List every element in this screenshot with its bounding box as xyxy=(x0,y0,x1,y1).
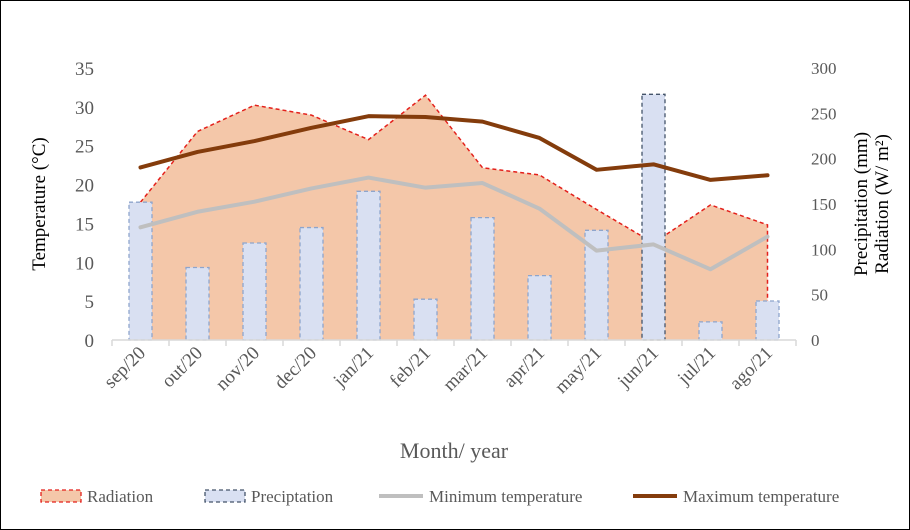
y-axis-right-title-line1: Precipitation (mm) xyxy=(851,132,872,276)
x-tick-label: nov/20 xyxy=(212,343,264,395)
x-tick-label: may/21 xyxy=(551,343,606,398)
x-tick-label: apr/21 xyxy=(500,343,549,392)
legend-label-radiation: Radiation xyxy=(87,487,154,506)
y-right-tick-label: 250 xyxy=(811,104,837,123)
legend-swatch-radiation xyxy=(40,489,82,503)
x-tick-label: dec/20 xyxy=(270,343,321,394)
min-temperature-line xyxy=(138,175,770,272)
x-tick-label: feb/21 xyxy=(386,343,435,392)
x-tick-label: mar/21 xyxy=(439,343,492,396)
legend-label-max-temperature: Maximum temperature xyxy=(683,487,839,506)
radiation-area xyxy=(140,95,768,340)
x-tick-label: jun/21 xyxy=(613,343,663,393)
precipitation-bar-ago/21 xyxy=(755,300,780,341)
x-tick-label: out/20 xyxy=(158,343,207,392)
legend-label-precipitation: Preciptation xyxy=(251,487,334,506)
y-right-tick-label: 100 xyxy=(811,240,837,259)
y-left-tick-label: 0 xyxy=(85,331,95,352)
legend-swatch-precipitation xyxy=(204,489,246,503)
y-left-tick-label: 10 xyxy=(75,253,94,274)
precipitation-bar-mar/21 xyxy=(470,216,495,341)
precipitation-bar-jun/21 xyxy=(641,93,666,341)
precipitation-bar-jan/21 xyxy=(356,190,381,341)
y-axis-right-title-line2: Radiation (W/ m²) xyxy=(872,134,893,274)
legend-label-min-temperature: Minimum temperature xyxy=(429,487,582,506)
x-tick-label: jan/21 xyxy=(329,343,378,392)
y-right-tick-label: 0 xyxy=(811,331,820,350)
legend: Radiation Preciptation Minimum temperature… xyxy=(40,487,839,506)
y-left-tick-label: 15 xyxy=(75,214,94,235)
y-left-tick-label: 30 xyxy=(75,98,94,119)
y-left-tick-label: 25 xyxy=(75,137,94,158)
plot-area xyxy=(128,93,780,341)
precipitation-bar-feb/21 xyxy=(413,298,438,341)
max-temperature-line xyxy=(138,114,770,182)
y-left-tick-label: 5 xyxy=(85,292,95,313)
precipitation-bar-may/21 xyxy=(584,229,609,341)
y-left-tick-label: 20 xyxy=(75,176,94,197)
x-tick-label: jul/21 xyxy=(673,343,720,390)
y-left-tick-label: 35 xyxy=(75,59,94,80)
precipitation-bar-apr/21 xyxy=(527,274,552,341)
y-right-tick-label: 50 xyxy=(811,286,828,305)
x-tick-label: sep/20 xyxy=(100,343,150,393)
y-right-tick-label: 200 xyxy=(811,150,837,169)
precipitation-bar-dec/20 xyxy=(299,226,324,341)
x-axis-title: Month/ year xyxy=(400,438,509,463)
radiation-edge xyxy=(139,94,769,340)
y-axis-left-title: Temperature (°C) xyxy=(29,137,50,270)
precipitation-bar-nov/20 xyxy=(242,242,267,341)
y-right-tick-label: 150 xyxy=(811,195,837,214)
x-tick-label: ago/21 xyxy=(726,343,777,394)
precipitation-bar-jul/21 xyxy=(698,321,723,341)
precipitation-bar-sep/20 xyxy=(128,201,153,341)
y-right-tick-label: 300 xyxy=(811,59,837,78)
precipitation-bar-out/20 xyxy=(185,266,210,341)
